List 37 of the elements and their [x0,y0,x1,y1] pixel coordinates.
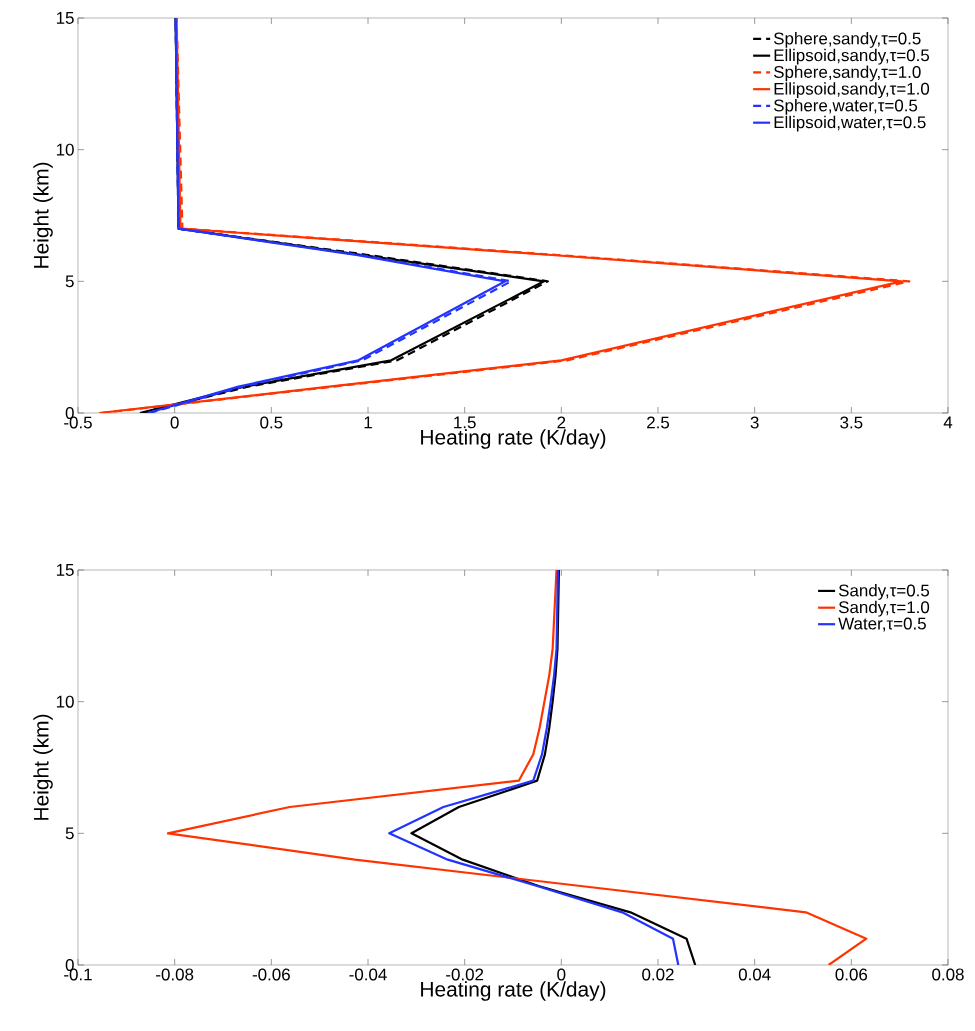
x-tick-label: 0 [170,416,179,429]
x-tick-label: -0.06 [252,968,290,981]
x-tick-label: 0.02 [642,968,674,981]
x-axis-title: Heating rate (K/day) [421,429,606,449]
y-tick-label: 10 [56,695,74,708]
y-tick-label: 10 [56,143,74,156]
legend-label: Ellipsoid,sandy,τ=0.5 [774,48,930,65]
x-tick-label: 3.5 [840,416,863,429]
x-tick-label: 0.06 [835,968,868,981]
x-tick-label: -0.04 [349,968,387,981]
x-tick-label: 2 [557,416,566,429]
y-axis-title: Height (km) [33,162,53,268]
x-tick-label: -0.02 [446,968,484,981]
y-tick-label: 15 [56,564,74,576]
x-tick-label: 0.04 [738,968,771,981]
legend-label: Sandy,τ=0.5 [838,584,930,600]
x-tick-label: 3 [750,416,759,429]
x-tick-label: 1 [364,416,372,429]
legend-label: Water,τ=0.5 [838,617,926,632]
x-tick-label: -0.08 [156,968,194,981]
legend-label: Ellipsoid,water,τ=0.5 [774,115,926,132]
x-tick-label: 1.5 [454,416,476,429]
legend-label: Sphere,sandy,τ=0.5 [773,32,921,48]
x-tick-label: 4 [943,416,953,429]
legend-label: Ellipsoid,sandy,τ=1.0 [774,82,930,99]
y-tick-label: 15 [56,12,74,24]
y-axis-title: Height (km) [33,714,53,820]
x-tick-label: 0 [557,968,566,981]
x-axis-title: Heating rate (K/day) [421,981,606,1001]
y-tick-label: 5 [65,275,74,288]
x-tick-label: 0.08 [932,968,964,981]
y-tick-label: 5 [65,827,74,840]
legend-label: Sandy,τ=1.0 [838,600,930,617]
x-tick-label: 0.5 [260,416,283,429]
legend-label: Sphere,sandy,τ=1.0 [773,65,921,82]
x-tick-label: 2.5 [647,416,670,429]
legend-label: Sphere,water,τ=0.5 [773,99,918,115]
